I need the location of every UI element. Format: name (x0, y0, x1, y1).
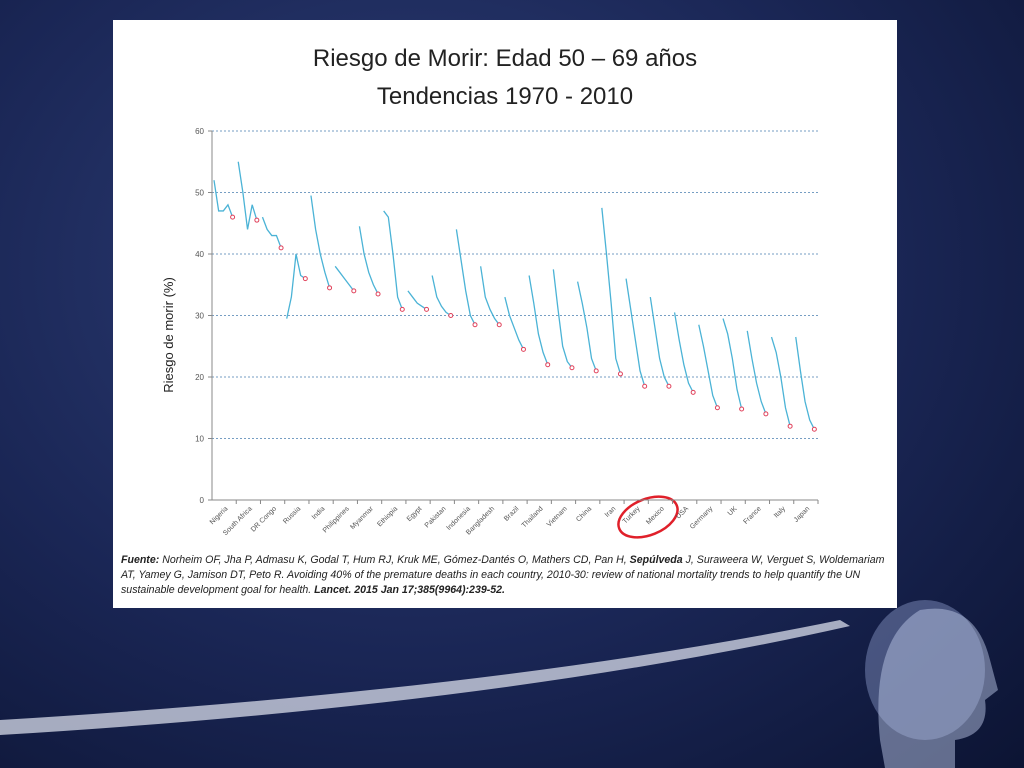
trend-line (601, 207, 622, 375)
end-marker (399, 306, 405, 312)
x-tick-label: Pakistan (424, 505, 448, 529)
end-marker (327, 285, 333, 291)
x-tick-label: Nigeria (209, 505, 230, 526)
end-marker (593, 368, 599, 374)
trend-line (213, 180, 234, 218)
trend-line (625, 278, 646, 387)
trend-line (795, 336, 815, 430)
source-part: Norheim OF, Jha P, Admasu K, Godal T, Hu… (159, 554, 630, 566)
x-tick-label: Iran (604, 505, 618, 519)
end-marker (545, 362, 551, 368)
end-marker (690, 389, 696, 395)
end-marker (739, 406, 745, 412)
trend-line (310, 195, 331, 289)
x-tick-label: Russia (282, 505, 302, 525)
source-part: Sepúlveda (629, 554, 683, 566)
trend-line (431, 275, 452, 317)
trend-line (358, 226, 379, 295)
trend-line (552, 269, 573, 369)
head-silhouette (878, 608, 998, 768)
trend-line (576, 281, 597, 372)
trend-line (237, 161, 258, 230)
trend-line (286, 253, 306, 319)
x-tick-label: Myanmar (349, 505, 375, 531)
end-marker (811, 426, 817, 432)
x-tick-label: France (742, 505, 762, 525)
end-marker (448, 313, 454, 318)
x-tick-label: Japan (793, 505, 812, 524)
end-marker (302, 276, 308, 282)
y-tick-label: 10 (195, 435, 204, 444)
y-tick-label: 20 (195, 373, 204, 382)
end-marker (254, 217, 260, 223)
end-marker (472, 322, 478, 328)
end-marker (714, 405, 720, 411)
chart: Riesgo de Morir: Edad 50 – 69 años Tende… (161, 45, 819, 539)
y-tick-label: 0 (200, 496, 205, 505)
x-tick-label: Thailand (521, 505, 545, 529)
end-marker (351, 288, 357, 294)
trend-line (770, 336, 791, 427)
y-tick-label: 50 (195, 189, 204, 198)
source-part: Fuente: (121, 554, 160, 566)
trend-line (383, 210, 403, 310)
x-tick-label: Vietnam (546, 505, 569, 528)
chart-panel: Riesgo de Morir: Edad 50 – 69 años Tende… (113, 20, 897, 608)
trend-line (722, 318, 743, 410)
trend-line (479, 266, 500, 326)
x-tick-label: India (311, 505, 327, 521)
y-tick-label: 60 (195, 127, 204, 136)
source-part: Lancet. 2015 Jan 17;385(9964):239-52. (314, 584, 505, 596)
end-marker (666, 383, 672, 389)
trend-line (528, 275, 549, 365)
trend-line (746, 330, 767, 415)
chart-subtitle: Tendencias 1970 - 2010 (377, 83, 633, 110)
x-tick-label: Philippines (322, 505, 351, 534)
x-tick-label: Egypt (406, 505, 424, 523)
x-tick-label: DR Congo (250, 505, 278, 533)
x-tick-label: Germany (689, 505, 715, 531)
x-tick-label: Ethiopia (376, 505, 399, 528)
x-tick-label: Mexico (645, 505, 666, 526)
x-tick-label: China (575, 505, 593, 523)
y-axis-label: Riesgo de morir (%) (161, 277, 176, 393)
y-tick-label: 30 (195, 312, 204, 321)
end-marker (617, 371, 623, 377)
trend-line (407, 290, 427, 310)
end-marker (520, 346, 526, 352)
x-tick-label: Brazil (503, 505, 521, 523)
end-marker (496, 322, 502, 328)
y-tick-label: 40 (195, 250, 204, 259)
end-marker (230, 214, 236, 220)
end-marker (375, 291, 381, 297)
trend-line (673, 312, 694, 393)
source-note: Fuente: Norheim OF, Jha P, Admasu K, God… (121, 553, 891, 598)
end-marker (569, 365, 575, 371)
trend-line (261, 216, 282, 249)
trend-line (455, 229, 476, 326)
end-marker (642, 383, 648, 389)
trend-line (698, 324, 719, 408)
swoosh (0, 620, 850, 735)
end-marker (278, 245, 284, 251)
end-marker (787, 423, 793, 429)
source-part: J, Suraweera W, Verguet S, Woldemariam A… (121, 554, 885, 596)
x-tick-label: Turkey (622, 505, 642, 525)
trend-line (334, 265, 355, 292)
trend-line (649, 296, 670, 387)
chart-title: Riesgo de Morir: Edad 50 – 69 años (313, 45, 697, 72)
end-marker (424, 306, 430, 312)
trend-line (504, 296, 525, 350)
x-tick-label: UK (727, 505, 739, 517)
x-tick-label: Italy (773, 505, 787, 519)
end-marker (763, 411, 769, 417)
